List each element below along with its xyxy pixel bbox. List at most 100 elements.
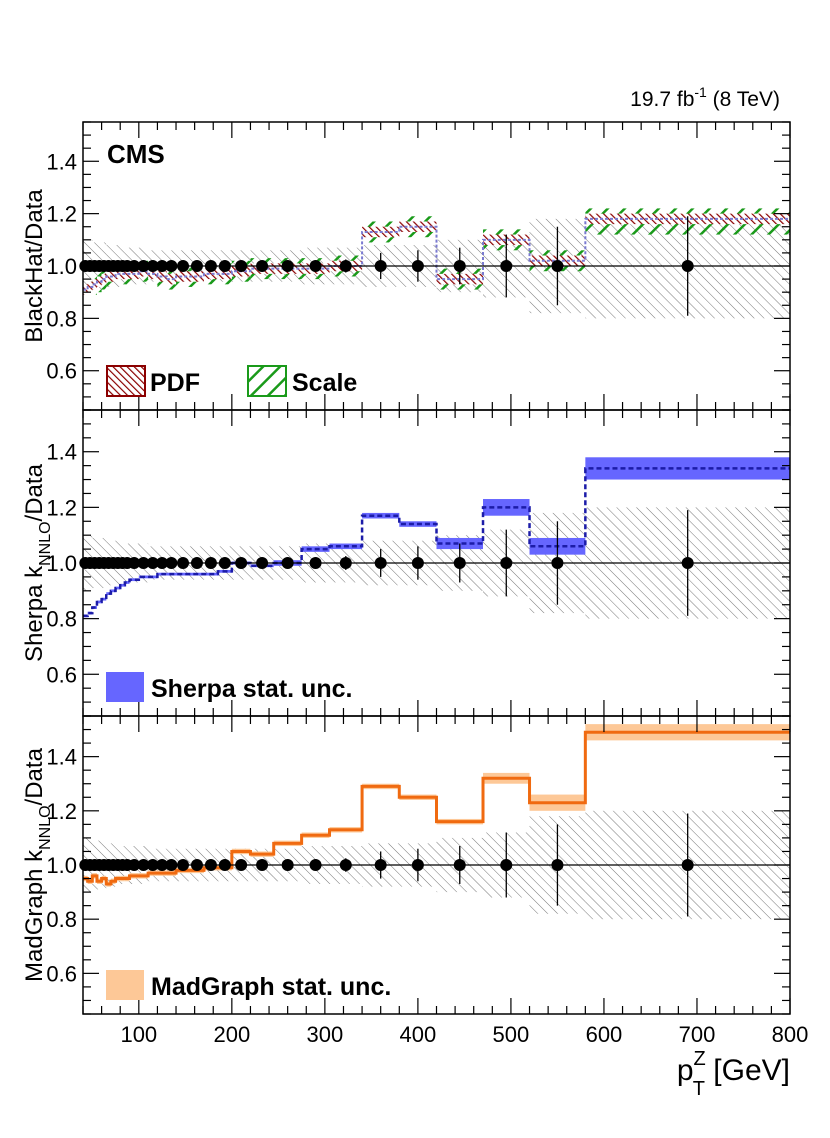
x-tick-label: 200 [213,1022,250,1047]
data-point [177,859,190,871]
data-point [500,859,513,871]
data-point [165,260,178,272]
y-tick-label: 1.4 [46,149,77,174]
y-tick-label: 0.6 [46,662,77,687]
sherpa-stat-band-bin [124,581,130,584]
data-point [146,557,159,569]
data-point [146,260,159,272]
y-axis-label-base: Sherpa k [21,565,48,662]
data-point [165,859,178,871]
pdf-band-bin [87,281,93,293]
data-point [411,859,424,871]
data-point [500,260,513,272]
madgraph-central-line [83,730,790,886]
data-point [374,260,387,272]
data-point [218,260,231,272]
data-point [339,557,352,569]
pdf-band-bin [110,271,116,282]
y-tick-label: 0.8 [46,607,77,632]
legend-madgraph-label: MadGraph stat. unc. [151,973,391,1001]
data-point [235,859,248,871]
data-point [453,557,466,569]
sherpa-stat-band-bin [436,537,484,550]
data-point [190,859,203,871]
data-point [156,557,169,569]
data-point [204,557,217,569]
data-point [204,859,217,871]
sherpa-stat-band-bin [101,597,107,601]
data-point [256,557,269,569]
y-axis-label-rest: /Data [21,463,48,521]
y-axis-label: BlackHat/Data [21,189,48,343]
experiment-label: CMS [107,139,165,169]
y-tick-label: 0.8 [46,907,77,932]
y-axis-label-base: MadGraph k [21,849,48,982]
data-point [137,557,150,569]
data-point [156,260,169,272]
y-axis-label-sub: NNLO [37,521,54,565]
y-tick-label: 1.2 [46,495,77,520]
legend-madgraph-swatch [106,970,144,1000]
data-point [190,260,203,272]
x-tick-label: 700 [679,1022,716,1047]
data-point [156,859,169,871]
data-point [190,557,203,569]
data-point [411,260,424,272]
data-point [256,260,269,272]
legend-sherpa-label: Sherpa stat. unc. [151,675,352,703]
data-point [551,859,564,871]
y-tick-label: 1.4 [46,440,77,465]
y-tick-label: 1.0 [46,254,77,279]
y-tick-label: 0.6 [46,961,77,986]
data-point [374,859,387,871]
data-point [235,557,248,569]
data-point [374,557,387,569]
data-point [551,260,564,272]
data-point [218,557,231,569]
y-tick-label: 1.2 [46,799,77,824]
x-tick-label: 400 [400,1022,437,1047]
y-tick-label: 0.6 [46,359,77,384]
data-point [204,260,217,272]
data-point [281,859,294,871]
pdf-band-bin [106,271,111,282]
data-point [281,557,294,569]
legend-scale-swatch [247,365,287,397]
y-axis-label: Sherpa kNNLO/Data [21,463,54,662]
data-point [411,557,424,569]
data-point [137,260,150,272]
y-tick-label: 0.8 [46,306,77,331]
data-point [177,557,190,569]
pdf-band-bin [96,276,102,287]
x-tick-label: 100 [120,1022,157,1047]
y-tick-label: 1.4 [46,745,77,770]
data-point [235,260,248,272]
data-point [256,859,269,871]
data-point [551,557,564,569]
pdf-band-bin [217,268,232,280]
x-tick-label: 600 [586,1022,623,1047]
data-point [165,557,178,569]
pdf-band-bin [399,221,437,232]
data-point [146,859,159,871]
sherpa-stat-band-bin [120,583,125,587]
data-point [137,859,150,871]
data-point [309,260,322,272]
data-point [339,859,352,871]
legend-pdf-label: PDF [150,369,200,397]
y-axis-label-sub: NNLO [37,805,54,849]
data-point [128,557,141,569]
data-point [309,859,322,871]
pdf-band-bin [124,268,130,280]
data-point [177,260,190,272]
data-point [309,557,322,569]
sherpa-stat-band-bin [176,572,190,576]
data-point [453,260,466,272]
data-point [128,260,141,272]
y-tick-label: 1.0 [46,853,77,878]
pdf-band-bin [176,271,190,282]
data-point [453,859,466,871]
